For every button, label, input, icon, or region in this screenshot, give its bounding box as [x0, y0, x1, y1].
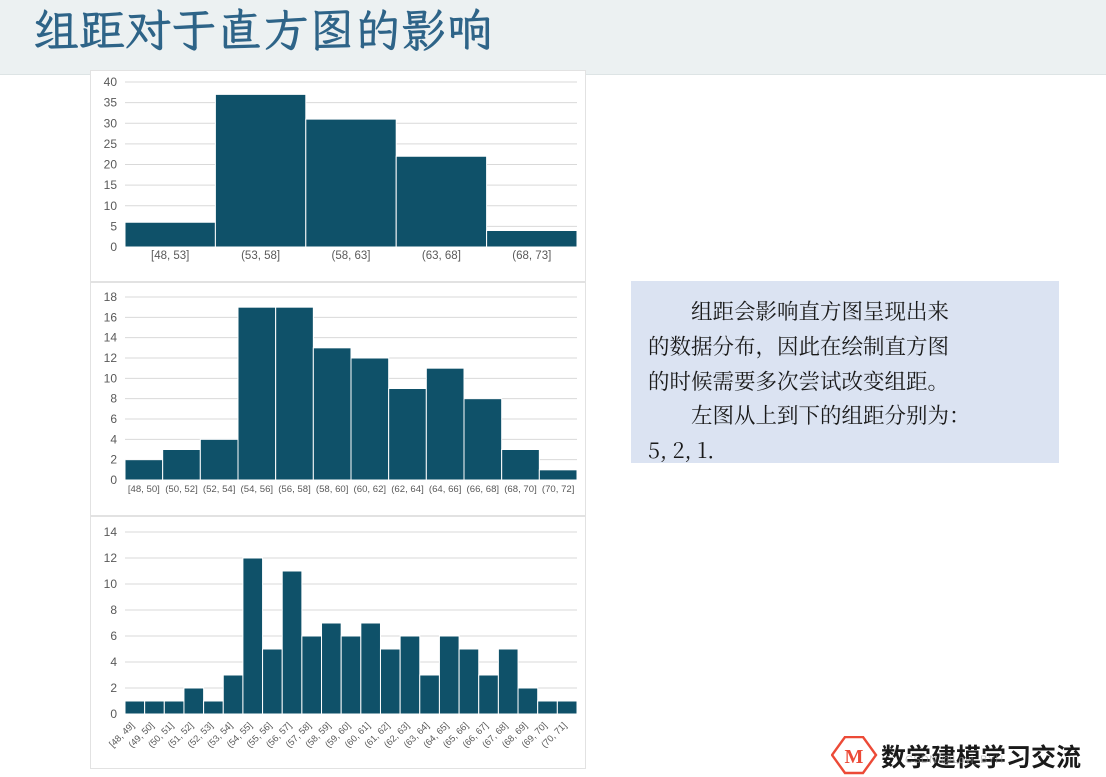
svg-text:30: 30 [104, 116, 118, 130]
svg-text:40: 40 [104, 75, 118, 89]
svg-text:10: 10 [104, 371, 118, 385]
svg-text:(54, 56]: (54, 56] [241, 484, 274, 495]
svg-text:(68, 70]: (68, 70] [504, 484, 537, 495]
svg-text:(68, 73]: (68, 73] [512, 250, 551, 262]
svg-text:35: 35 [104, 96, 118, 110]
svg-text:15: 15 [104, 178, 118, 192]
svg-text:2: 2 [110, 453, 117, 467]
svg-text:(70, 72]: (70, 72] [542, 484, 575, 495]
svg-text:(60, 62]: (60, 62] [354, 484, 387, 495]
svg-text:(53, 58]: (53, 58] [241, 250, 280, 262]
svg-text:5: 5 [110, 219, 117, 233]
svg-text:16: 16 [104, 310, 118, 324]
svg-text:6: 6 [110, 629, 117, 643]
svg-text:0: 0 [110, 240, 117, 254]
svg-text:[48, 53]: [48, 53] [151, 250, 189, 262]
svg-text:14: 14 [104, 525, 118, 539]
svg-text:10: 10 [104, 199, 118, 213]
svg-text:4: 4 [110, 655, 117, 669]
svg-text:(56, 58]: (56, 58] [278, 484, 311, 495]
svg-text:18: 18 [104, 290, 118, 304]
svg-text:(58, 60]: (58, 60] [316, 484, 349, 495]
svg-text:8: 8 [110, 603, 117, 617]
svg-text:M: M [845, 746, 864, 768]
svg-text:0: 0 [110, 473, 117, 487]
svg-text:0: 0 [110, 707, 117, 721]
svg-text:(52, 54]: (52, 54] [203, 484, 236, 495]
svg-text:8: 8 [110, 392, 117, 406]
svg-text:(58, 63]: (58, 63] [332, 250, 371, 262]
svg-text:(62, 64]: (62, 64] [391, 484, 424, 495]
svg-text:[48, 50]: [48, 50] [128, 484, 160, 495]
svg-text:14: 14 [104, 331, 118, 345]
svg-text:2: 2 [110, 681, 117, 695]
svg-text:(66, 68]: (66, 68] [467, 484, 500, 495]
svg-text:(64, 66]: (64, 66] [429, 484, 462, 495]
svg-text:(63, 68]: (63, 68] [422, 250, 461, 262]
svg-text:12: 12 [104, 351, 118, 365]
svg-text:6: 6 [110, 412, 117, 426]
svg-text:(50, 52]: (50, 52] [165, 484, 198, 495]
svg-text:25: 25 [104, 137, 118, 151]
svg-text:4: 4 [110, 432, 117, 446]
svg-text:10: 10 [104, 577, 118, 591]
svg-text:12: 12 [104, 551, 118, 565]
svg-text:20: 20 [104, 158, 118, 172]
